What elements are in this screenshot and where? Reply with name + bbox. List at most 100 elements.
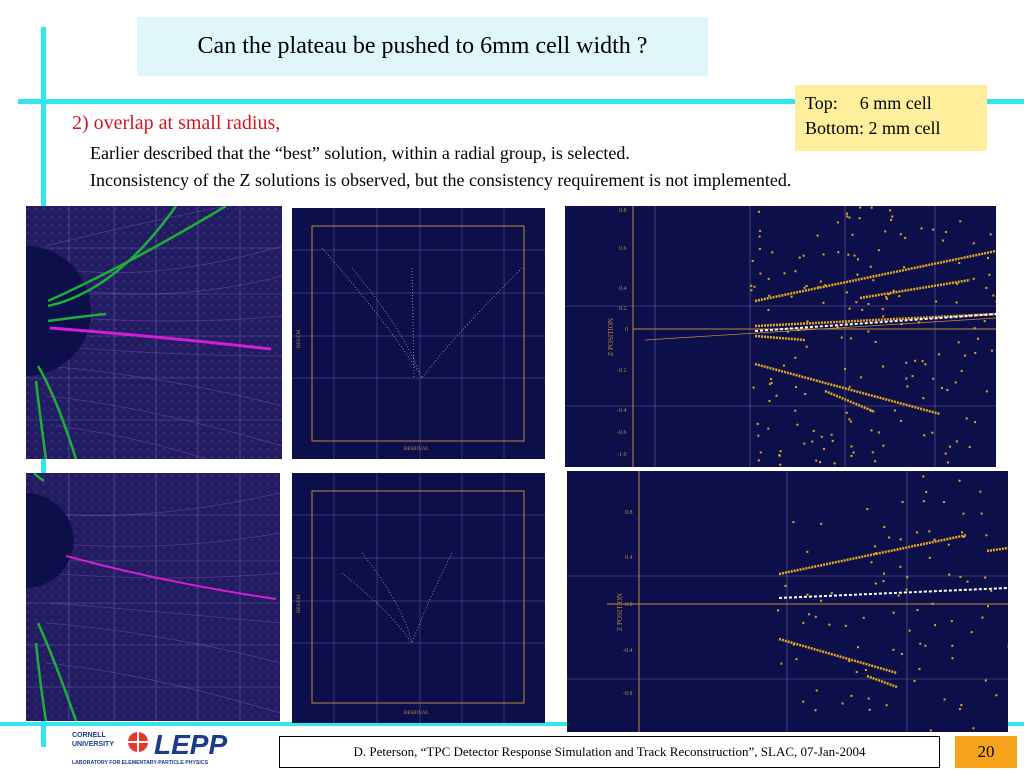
hit-dot bbox=[783, 365, 785, 367]
hit-dot bbox=[905, 378, 907, 380]
hit-dot bbox=[928, 530, 930, 532]
hit-dot bbox=[831, 592, 833, 594]
hit-dot bbox=[974, 421, 976, 423]
hit-dot bbox=[893, 290, 895, 292]
hit-dot bbox=[972, 727, 974, 729]
hit-dot bbox=[857, 646, 859, 648]
hit-dot bbox=[851, 445, 853, 447]
hit-dot bbox=[817, 286, 819, 288]
hit-dot bbox=[869, 709, 871, 711]
hit-dot bbox=[898, 295, 900, 297]
hit-dot bbox=[841, 337, 843, 339]
logo-subtitle: LABORATORY FOR ELEMENTARY-PARTICLE PHYSI… bbox=[72, 760, 209, 766]
hit-dot bbox=[750, 285, 752, 287]
hit-dot bbox=[846, 322, 848, 324]
hit-dot bbox=[991, 350, 993, 352]
hit-dot bbox=[832, 440, 834, 442]
hit-dot bbox=[871, 207, 873, 209]
hit-dot bbox=[849, 386, 851, 388]
hit-dot bbox=[909, 630, 911, 632]
hit-dot bbox=[868, 698, 870, 700]
hit-dot bbox=[837, 326, 839, 328]
hit-dot bbox=[900, 420, 902, 422]
hit-dot bbox=[878, 249, 880, 251]
bottom-residual-ylabel: RES/CM bbox=[297, 594, 302, 613]
hit-dot bbox=[799, 257, 801, 259]
bottom-z-position-plot: Z POSITION 0.8 0.4 0.0 -0.4 -0.8 bbox=[567, 471, 1008, 732]
hit-dot bbox=[846, 291, 848, 293]
bottom-z-tick-1: 0.4 bbox=[625, 555, 633, 561]
bottom-z-tick-4: -0.8 bbox=[623, 691, 633, 697]
hit-dot bbox=[987, 257, 989, 259]
hit-dot bbox=[878, 431, 880, 433]
hit-dot bbox=[956, 301, 958, 303]
hit-dot bbox=[924, 645, 926, 647]
legend-bottom-label: Bottom: bbox=[805, 118, 864, 138]
hit-dot bbox=[754, 286, 756, 288]
hit-dot bbox=[769, 400, 771, 402]
hit-dot bbox=[883, 580, 885, 582]
hit-dot bbox=[868, 303, 870, 305]
top-event-display bbox=[26, 206, 282, 459]
hit-dot bbox=[990, 590, 992, 592]
top-z-tick-7: -0.6 bbox=[617, 430, 627, 436]
hit-dot bbox=[906, 589, 908, 591]
top-z-axis-label: Z POSITION bbox=[607, 318, 615, 356]
hit-dot bbox=[988, 274, 990, 276]
legend-top-value: 6 mm cell bbox=[860, 93, 932, 113]
hit-dot bbox=[820, 523, 822, 525]
hit-dot bbox=[753, 387, 755, 389]
lepp-logo: CORNELL UNIVERSITY LEPP LABORATORY FOR E… bbox=[70, 728, 250, 766]
hit-dot bbox=[963, 513, 965, 515]
hit-dot bbox=[919, 668, 921, 670]
hit-dot bbox=[871, 561, 873, 563]
hit-dot bbox=[900, 233, 902, 235]
hit-dot bbox=[804, 287, 806, 289]
bottom-residual-xlabel: RESIDUAL bbox=[404, 711, 429, 716]
hit-dot bbox=[932, 378, 934, 380]
hit-dot bbox=[883, 526, 885, 528]
hit-dot bbox=[803, 255, 805, 257]
hit-dot bbox=[793, 644, 795, 646]
hit-dot bbox=[860, 376, 862, 378]
hit-dot bbox=[889, 209, 891, 211]
logo-name: LEPP bbox=[154, 729, 227, 760]
hit-dot bbox=[770, 378, 772, 380]
hit-dot bbox=[870, 410, 872, 412]
hit-dot bbox=[955, 381, 957, 383]
hit-dot bbox=[802, 622, 804, 624]
hit-dot bbox=[906, 576, 908, 578]
hit-dot bbox=[837, 221, 839, 223]
hit-dot bbox=[822, 302, 824, 304]
hit-dot bbox=[777, 609, 779, 611]
hit-dot bbox=[871, 429, 873, 431]
hit-dot bbox=[952, 657, 954, 659]
legend-top-label: Top: bbox=[805, 93, 838, 113]
hit-dot bbox=[974, 352, 976, 354]
slide-title: Can the plateau be pushed to 6mm cell wi… bbox=[137, 17, 708, 76]
hit-dot bbox=[856, 671, 858, 673]
logo-university-line2: UNIVERSITY bbox=[72, 741, 114, 748]
hit-dot bbox=[849, 217, 851, 219]
bottom-residual-plot: RES/CM RESIDUAL bbox=[292, 473, 545, 723]
hit-dot bbox=[784, 272, 786, 274]
hit-dot bbox=[934, 539, 936, 541]
hit-dot bbox=[985, 534, 987, 536]
hit-dot bbox=[849, 308, 851, 310]
hit-dot bbox=[924, 363, 926, 365]
top-residual-plot: RES/CM RESIDUAL bbox=[292, 208, 545, 459]
hit-dot bbox=[850, 421, 852, 423]
hit-dot bbox=[981, 513, 983, 515]
hit-dot bbox=[794, 270, 796, 272]
hit-dot bbox=[947, 462, 949, 464]
hit-dot bbox=[959, 480, 961, 482]
hit-dot bbox=[948, 574, 950, 576]
hit-dot bbox=[932, 603, 934, 605]
hit-dot bbox=[823, 448, 825, 450]
hit-dot bbox=[875, 341, 877, 343]
hit-dot bbox=[942, 240, 944, 242]
hit-dot bbox=[987, 605, 989, 607]
hit-dot bbox=[891, 216, 893, 218]
hit-dot bbox=[779, 455, 781, 457]
body-line-1: Earlier described that the “best” soluti… bbox=[90, 143, 630, 164]
